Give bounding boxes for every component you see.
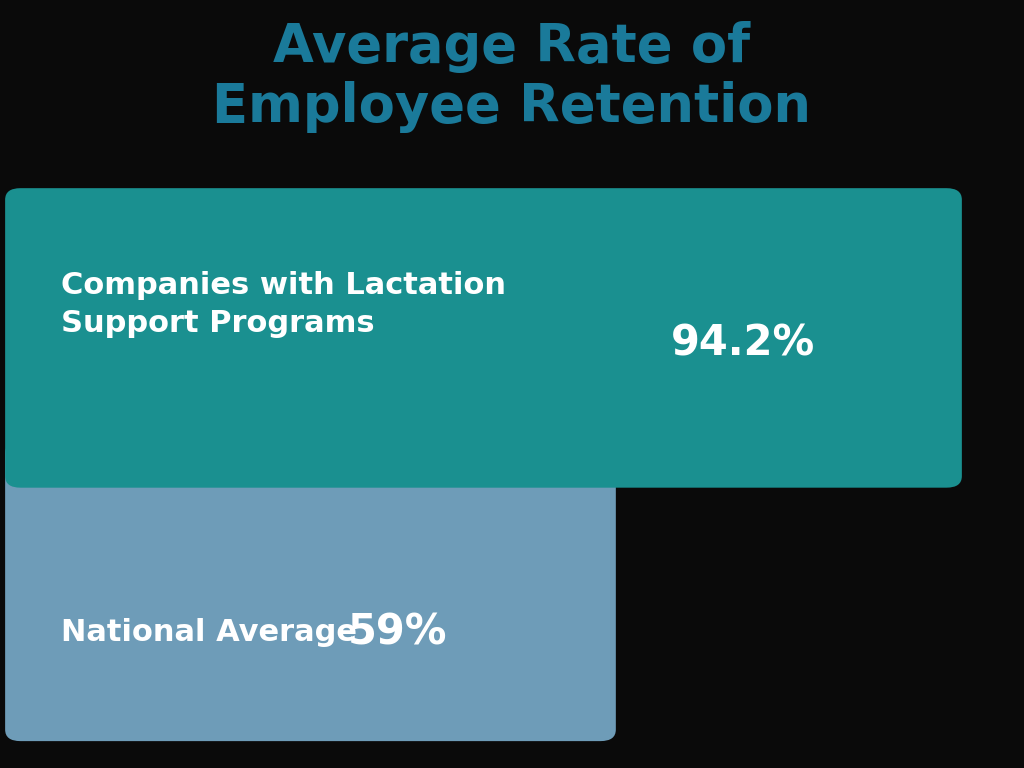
Text: National Average: National Average [61, 618, 357, 647]
FancyBboxPatch shape [5, 442, 615, 741]
FancyBboxPatch shape [5, 188, 962, 488]
Text: 59%: 59% [348, 612, 447, 654]
Text: Companies with Lactation
Support Programs: Companies with Lactation Support Program… [61, 271, 507, 339]
Text: 94.2%: 94.2% [671, 323, 815, 365]
Text: Average Rate of
Employee Retention: Average Rate of Employee Retention [213, 21, 811, 133]
